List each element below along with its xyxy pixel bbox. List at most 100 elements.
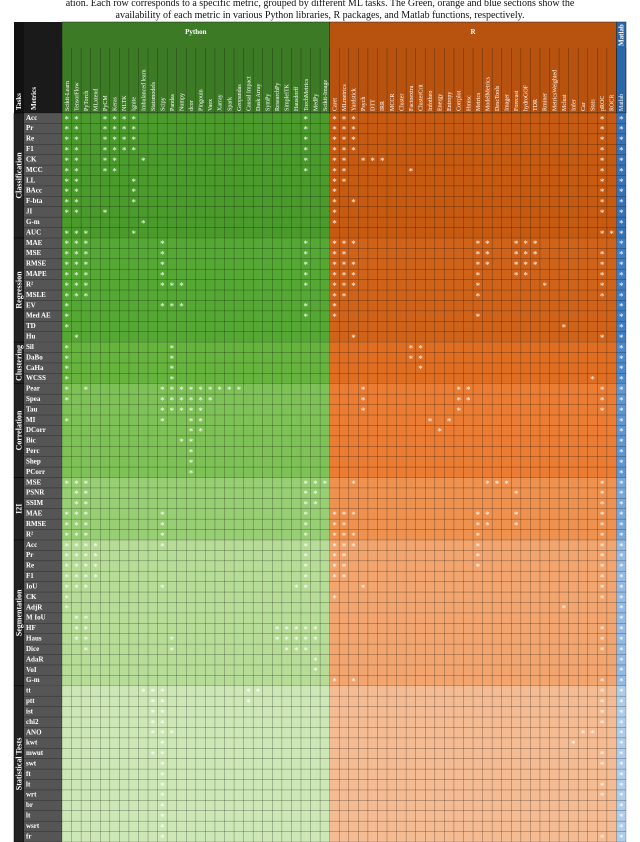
availability-mark: *	[342, 531, 347, 541]
availability-mark: *	[619, 281, 624, 291]
metric-name: TD	[26, 322, 36, 330]
availability-mark: *	[619, 333, 624, 343]
availability-mark: *	[160, 750, 165, 760]
availability-mark: *	[342, 260, 347, 270]
availability-mark: *	[141, 218, 146, 228]
availability-mark: *	[141, 156, 146, 166]
metric-name: lt	[26, 780, 31, 788]
library-name: PyTorch	[84, 91, 90, 111]
availability-mark: *	[65, 343, 70, 353]
availability-mark: *	[619, 572, 624, 582]
library-name: ROCR	[610, 95, 616, 111]
availability-mark: *	[619, 416, 624, 426]
availability-mark: *	[514, 520, 519, 530]
availability-mark: *	[256, 687, 261, 697]
availability-mark: *	[332, 250, 337, 260]
section-header	[61, 21, 330, 114]
section-band	[62, 342, 330, 384]
availability-mark: *	[74, 208, 79, 218]
availability-mark: *	[160, 541, 165, 551]
tasks-header-label: Tasks	[15, 93, 23, 110]
availability-mark: *	[74, 250, 79, 260]
availability-mark: *	[65, 520, 70, 530]
availability-mark: *	[342, 177, 347, 187]
availability-mark: *	[284, 635, 289, 645]
availability-mark: *	[84, 281, 89, 291]
availability-mark: *	[600, 229, 605, 239]
metric-name: Re	[26, 135, 34, 143]
availability-mark: *	[619, 375, 624, 385]
availability-mark: *	[476, 291, 481, 301]
availability-mark: *	[476, 260, 481, 270]
availability-mark: *	[619, 177, 624, 187]
availability-mark: *	[418, 354, 423, 364]
availability-mark: *	[619, 156, 624, 166]
section-band	[616, 685, 626, 842]
availability-mark: *	[208, 395, 213, 405]
availability-mark: *	[304, 302, 309, 312]
availability-mark: *	[418, 343, 423, 353]
availability-mark: *	[313, 489, 318, 499]
availability-mark: *	[65, 250, 70, 260]
library-name: Scikit-Learn	[65, 81, 71, 111]
availability-mark: *	[198, 406, 203, 416]
availability-mark: *	[103, 114, 108, 124]
availability-mark: *	[600, 833, 605, 842]
metric-name: Pear	[26, 385, 40, 393]
library-name: pROC	[600, 96, 606, 111]
availability-mark: *	[456, 385, 461, 395]
metric-name: CaHa	[26, 364, 44, 372]
library-name: Metrics	[476, 92, 482, 111]
metric-name: AUC	[26, 228, 41, 236]
availability-mark: *	[514, 510, 519, 520]
availability-mark: *	[304, 250, 309, 260]
availability-mark: *	[65, 146, 70, 156]
availability-mark: *	[294, 583, 299, 593]
metric-name: MAE	[26, 510, 43, 518]
availability-mark: *	[189, 468, 194, 478]
availability-mark: *	[409, 354, 414, 364]
metric-name: G-m	[26, 218, 40, 226]
section-band	[329, 477, 617, 540]
section-band	[329, 539, 617, 686]
metric-name: HF	[26, 624, 36, 632]
availability-mark: *	[93, 541, 98, 551]
availability-mark: *	[619, 364, 624, 374]
metric-name: tt	[26, 687, 31, 695]
library-name: Rminer	[543, 93, 549, 111]
availability-mark: *	[304, 312, 309, 322]
availability-mark: *	[304, 552, 309, 562]
availability-mark: *	[361, 385, 366, 395]
availability-mark: *	[619, 583, 624, 593]
availability-mark: *	[600, 177, 605, 187]
availability-mark: *	[160, 697, 165, 707]
availability-mark: *	[170, 635, 175, 645]
availability-mark: *	[619, 187, 624, 197]
availability-mark: *	[170, 406, 175, 416]
availability-mark: *	[619, 270, 624, 280]
availability-mark: *	[160, 833, 165, 842]
availability-mark: *	[619, 166, 624, 176]
availability-mark: *	[619, 323, 624, 333]
availability-mark: *	[131, 177, 136, 187]
section-band	[329, 237, 617, 343]
availability-mark: *	[284, 625, 289, 635]
availability-mark: *	[160, 812, 165, 822]
availability-mark: *	[198, 395, 203, 405]
library-name: Imager	[505, 94, 511, 111]
metric-name: MCC	[26, 166, 43, 174]
library-name: Corrplot	[457, 90, 463, 111]
availability-mark: *	[332, 562, 337, 572]
metric-name: wrt	[26, 791, 37, 799]
availability-mark: *	[619, 302, 624, 312]
availability-mark: *	[304, 156, 309, 166]
availability-mark: *	[65, 510, 70, 520]
availability-mark: *	[304, 645, 309, 655]
task-name: Correlation	[15, 410, 24, 450]
metric-name: Pr	[26, 551, 33, 559]
availability-mark: *	[170, 395, 175, 405]
availability-mark: *	[332, 270, 337, 280]
availability-mark: *	[323, 479, 328, 489]
availability-mark: *	[74, 333, 79, 343]
metric-name: ist	[26, 707, 34, 715]
